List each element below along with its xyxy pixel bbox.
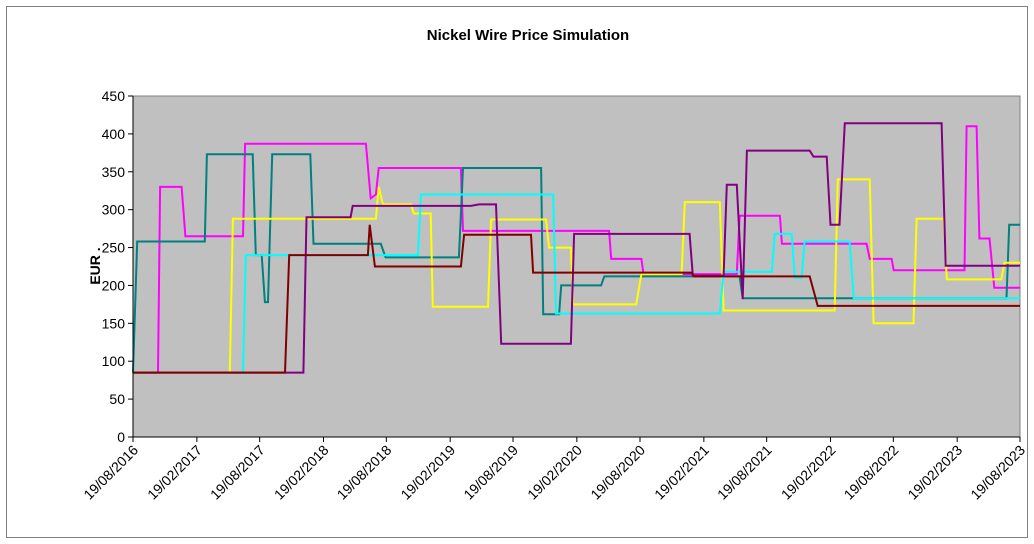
- y-tick-label: 300: [102, 202, 126, 218]
- y-tick-label: 100: [102, 353, 126, 369]
- y-axis-label: EUR .: [87, 247, 103, 284]
- y-tick-label: 50: [109, 391, 125, 407]
- series-line: [133, 193, 1020, 374]
- y-tick-label: 250: [102, 240, 126, 256]
- y-tick-label: 450: [102, 88, 126, 104]
- y-tick-label: 400: [102, 126, 126, 142]
- y-tick-label: 150: [102, 315, 126, 331]
- series-line: [133, 224, 1020, 374]
- series-line: [133, 178, 1020, 374]
- series-line: [133, 125, 1020, 374]
- y-tick-label: 350: [102, 164, 126, 180]
- chart-title: Nickel Wire Price Simulation: [427, 27, 629, 44]
- y-tick-label: 200: [102, 277, 126, 293]
- plot-area: [132, 95, 1021, 438]
- y-tick-label: 0: [117, 429, 125, 445]
